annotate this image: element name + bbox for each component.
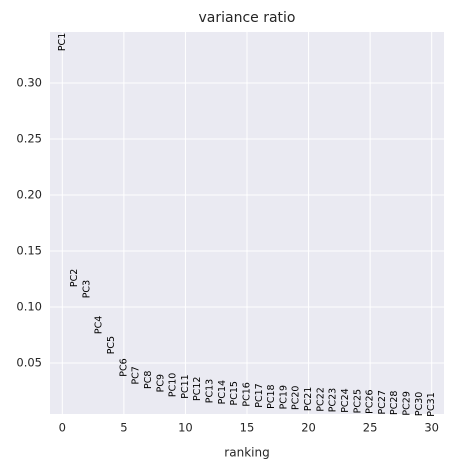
point-label: PC3 [81,280,92,298]
point-label: PC7 [131,366,142,384]
point-label: PC20 [291,386,302,410]
point-label: PC30 [414,392,425,416]
y-tick-label: 0.30 [16,75,42,89]
point-label: PC1 [57,33,68,51]
x-tick-label: 5 [120,421,127,435]
y-tick-label: 0.10 [16,300,42,314]
point-label: PC10 [168,373,179,397]
y-tick-label: 0.05 [16,356,42,370]
point-label: PC26 [365,389,376,413]
y-tick-label: 0.20 [16,187,42,201]
chart-title: variance ratio [198,10,295,26]
point-label: PC11 [180,374,191,398]
point-label: PC2 [69,269,80,287]
x-tick-label: 0 [59,421,66,435]
point-label: PC31 [426,392,437,416]
point-label: PC15 [229,381,240,405]
point-label: PC24 [340,388,351,412]
point-label: PC8 [143,371,154,389]
point-label: PC9 [155,374,166,392]
point-label: PC6 [118,358,129,376]
point-label: PC18 [266,384,277,408]
x-axis-label: ranking [224,446,269,460]
point-label: PC19 [278,385,289,409]
y-tick-label: 0.15 [16,244,42,258]
x-tick-label: 25 [363,421,378,435]
point-label: PC12 [192,377,203,401]
x-tick-label: 20 [301,421,316,435]
point-label: PC25 [352,389,363,413]
point-label: PC16 [242,382,253,406]
point-label: PC27 [377,390,388,414]
point-label: PC21 [303,387,314,411]
x-tick-label: 30 [424,421,439,435]
point-label: PC28 [389,391,400,415]
point-label: PC29 [402,391,413,415]
point-label: PC4 [94,316,105,334]
x-tick-label: 15 [240,421,255,435]
point-label: PC23 [328,388,339,412]
point-label: PC14 [217,380,228,404]
point-label: PC17 [254,383,265,407]
point-label: PC22 [315,387,326,411]
x-tick-label: 10 [178,421,193,435]
y-tick-label: 0.25 [16,131,42,145]
point-label: PC13 [205,379,216,403]
point-label: PC5 [106,336,117,354]
